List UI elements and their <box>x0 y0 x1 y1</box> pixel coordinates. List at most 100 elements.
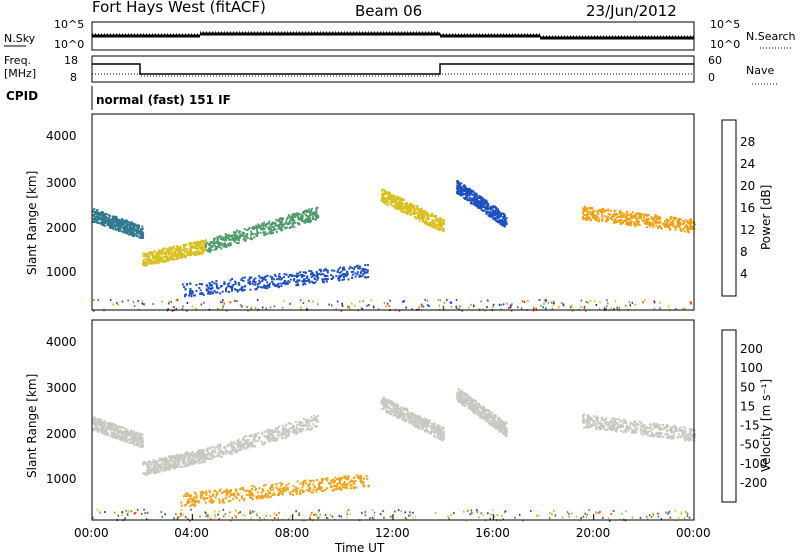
power-clutter-cell <box>470 303 472 306</box>
power-band-0-cell <box>126 222 129 225</box>
power-band-1-cell <box>165 251 168 254</box>
velocity-band-1-cell <box>145 462 148 465</box>
power-band-6-cell <box>655 219 658 222</box>
power-clutter-cell <box>450 305 453 308</box>
velocity-band-0-cell <box>103 424 106 427</box>
power-band-3-cell <box>207 292 210 295</box>
velocity-band-2-cell <box>305 424 308 427</box>
power-band-3-cell <box>364 264 367 267</box>
power-band-4-cell <box>436 228 439 231</box>
power-band-4-cell <box>422 219 424 222</box>
power-colorbar-tick: 20 <box>740 179 755 193</box>
velocity-band-0-cell <box>119 431 122 433</box>
velocity-band-0-cell <box>101 431 104 434</box>
velocity-band-0-cell <box>107 434 110 437</box>
power-band-2-cell <box>296 214 299 217</box>
velocity-band-3-cell <box>277 491 280 494</box>
velocity-band-3-cell <box>317 482 320 485</box>
power-clutter-cell <box>219 301 222 304</box>
power-band-4-cell <box>383 202 386 205</box>
velocity-band-3-cell <box>363 485 366 487</box>
velocity-band-1-cell <box>166 458 169 461</box>
power-clutter-cell <box>168 300 170 303</box>
power-band-1-cell <box>185 244 187 247</box>
power-clutter-cell <box>426 299 429 302</box>
power-band-4-cell <box>382 200 385 203</box>
velocity-band-1-cell <box>199 453 202 456</box>
power-clutter-cell <box>653 301 656 304</box>
power-band-1-cell <box>183 246 185 249</box>
power-band-4-cell <box>402 211 405 214</box>
power-band-4-cell <box>437 224 440 227</box>
power-band-5-cell <box>466 195 468 198</box>
velocity-band-3-cell <box>268 491 271 494</box>
velocity-band-3-cell <box>180 504 183 507</box>
velocity-band-1-cell <box>193 455 196 458</box>
power-band-3-cell <box>306 275 309 278</box>
power-band-2-cell <box>238 233 241 236</box>
power-band-6-cell <box>609 213 612 216</box>
velocity-band-1-cell <box>161 462 164 465</box>
velocity-band-3-cell <box>205 492 208 495</box>
velocity-band-1-cell <box>186 453 189 456</box>
velocity-band-1-cell <box>175 456 178 459</box>
power-band-5-cell <box>483 206 486 209</box>
power-band-2-cell <box>308 210 311 213</box>
velocity-band-2-cell <box>212 445 215 448</box>
power-band-1-cell <box>175 249 178 252</box>
power-band-1-cell <box>187 254 190 257</box>
power-clutter-cell <box>492 303 495 306</box>
velocity-band-3-cell <box>188 500 191 503</box>
power-band-1-cell <box>175 253 178 256</box>
power-band-1-cell <box>187 251 190 254</box>
power-band-3-cell <box>258 282 261 285</box>
power-band-1-cell <box>168 248 171 251</box>
power-band-4-cell <box>427 216 430 219</box>
power-clutter-cell <box>348 305 350 308</box>
power-band-6-cell <box>650 216 653 219</box>
velocity-band-2-cell <box>243 444 246 447</box>
power-band-2-cell <box>291 224 294 226</box>
velocity-band-0-cell <box>135 436 138 439</box>
power-clutter-cell <box>629 304 631 307</box>
power-band-2-cell <box>233 231 235 234</box>
velocity-band-0-cell <box>137 437 140 440</box>
velocity-band-2-cell <box>267 437 270 440</box>
power-band-6-cell <box>586 213 589 216</box>
velocity-band-1-cell <box>147 460 150 463</box>
power-band-0-cell <box>122 228 125 231</box>
power-band-0-cell <box>112 222 115 225</box>
power-band-0-cell <box>130 227 133 230</box>
velocity-band-3-cell <box>230 494 233 496</box>
power-band-2-cell <box>301 219 303 222</box>
velocity-band-3-cell <box>320 481 323 484</box>
power-band-5-cell <box>488 211 491 214</box>
power-band-6-cell <box>691 225 694 228</box>
velocity-band-2-cell <box>287 430 290 432</box>
power-band-0-cell <box>124 226 127 229</box>
power-band-4-cell <box>441 218 444 221</box>
velocity-band-2-cell <box>315 416 318 419</box>
velocity-band-0-cell <box>112 423 115 425</box>
power-band-6-cell <box>632 211 634 214</box>
power-band-0-cell <box>112 228 115 231</box>
power-clutter-cell <box>458 308 461 311</box>
power-band-3-cell <box>250 276 253 279</box>
velocity-band-3-cell <box>232 494 235 497</box>
velocity-band-2-cell <box>238 440 241 443</box>
power-band-6-cell <box>645 218 648 221</box>
velocity-band-1-cell <box>166 460 169 463</box>
velocity-band-2-cell <box>252 439 255 442</box>
power-band-1-cell <box>148 260 151 263</box>
power-band-2-cell <box>312 218 315 220</box>
power-band-3-cell <box>363 272 366 275</box>
power-band-2-cell <box>315 211 318 214</box>
velocity-band-2-cell <box>244 447 246 450</box>
velocity-band-1-cell <box>191 455 194 458</box>
power-band-2-cell <box>297 216 300 219</box>
power-band-6-cell <box>646 219 648 222</box>
power-band-3-cell <box>254 281 257 284</box>
power-band-3-cell <box>261 278 264 281</box>
velocity-band-3-cell <box>200 491 203 494</box>
power-band-4-cell <box>404 211 407 213</box>
